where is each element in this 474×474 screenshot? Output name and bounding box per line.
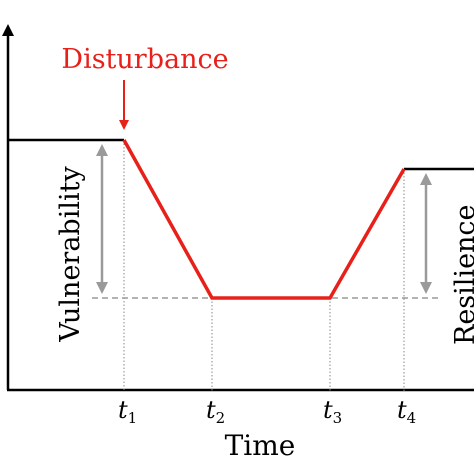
- tick-label-t4: t4: [397, 396, 416, 427]
- disturbance-label: Disturbance: [61, 44, 228, 75]
- resilience-label: Resilience: [450, 204, 474, 345]
- performance-curve: [122, 139, 406, 300]
- x-axis-label: Time: [225, 429, 296, 462]
- vulnerability-label: Vulnerability: [55, 166, 86, 343]
- tick-label-t3: t3: [323, 396, 342, 427]
- tick-label-t1: t1: [118, 396, 137, 427]
- tick-label-t2: t2: [206, 396, 225, 427]
